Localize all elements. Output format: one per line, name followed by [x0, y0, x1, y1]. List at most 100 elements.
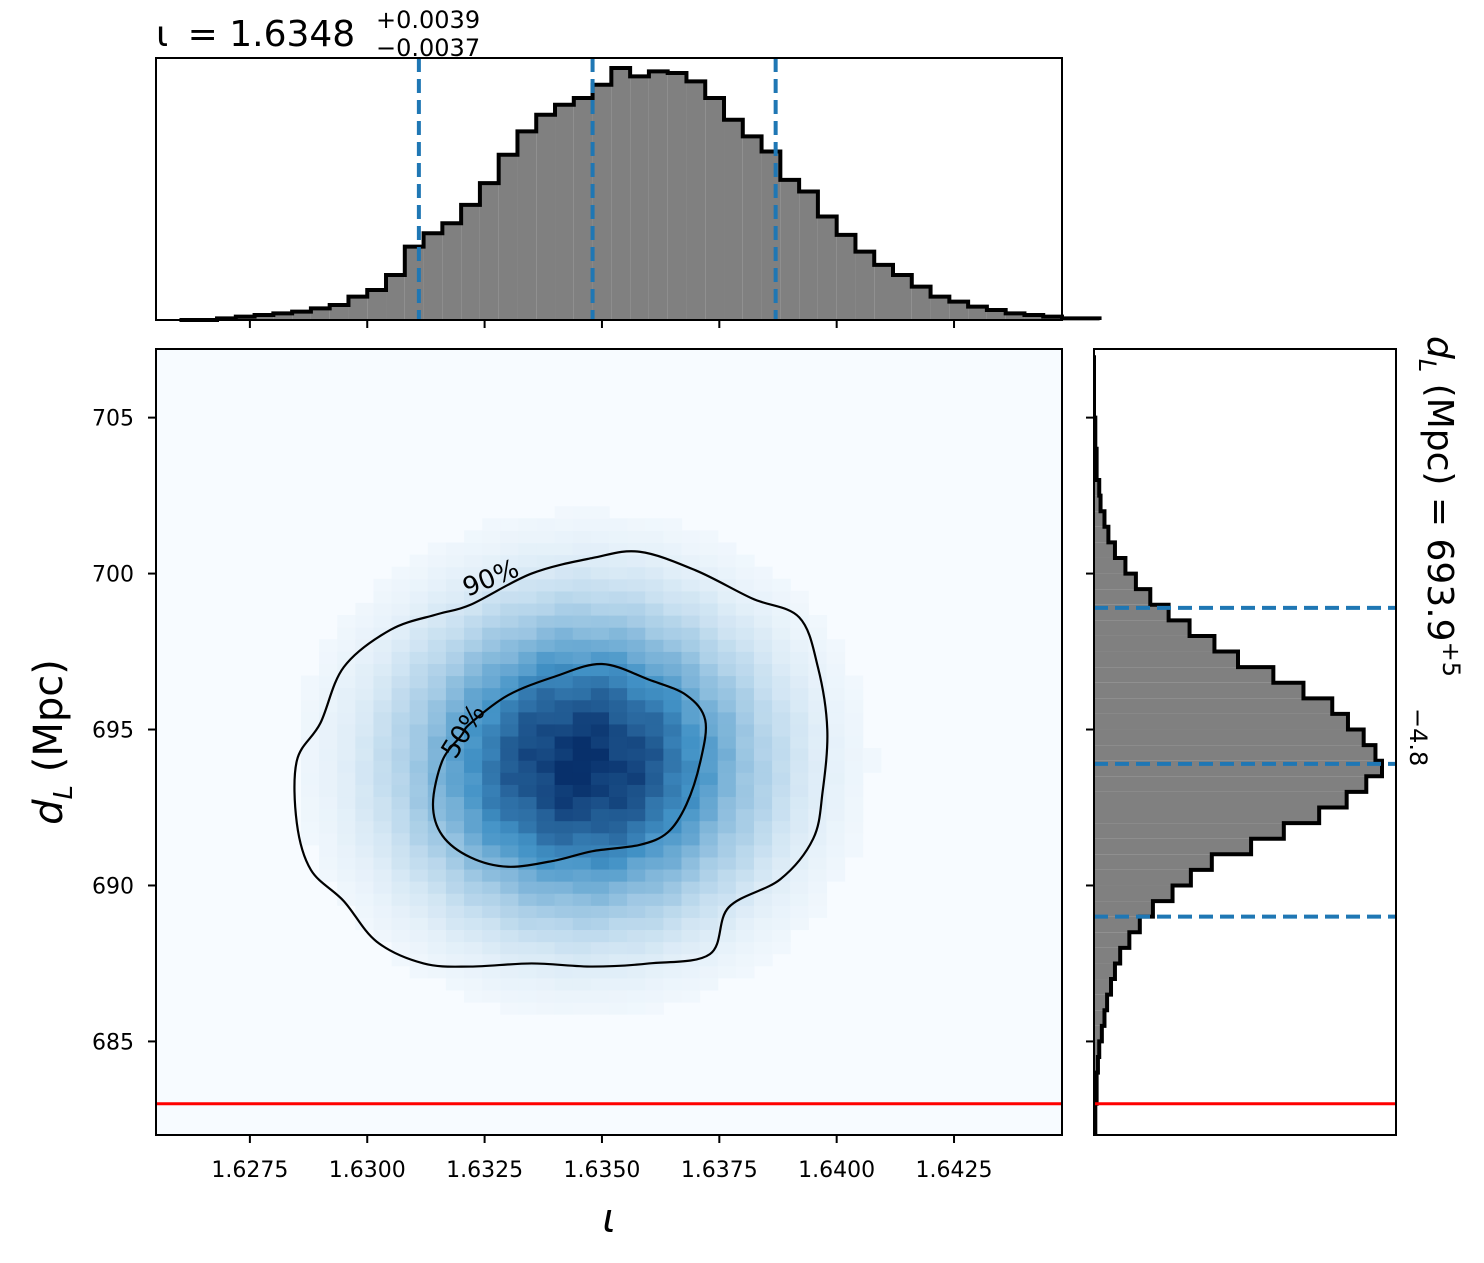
density-cell [681, 723, 701, 737]
density-cell [445, 856, 465, 870]
density-cell [518, 881, 538, 894]
density-cell [645, 977, 664, 991]
density-cell [681, 639, 701, 652]
density-cell [699, 844, 719, 858]
density-cell [536, 735, 556, 749]
density-cell [464, 615, 483, 628]
density-cell [482, 796, 501, 810]
density-cell [427, 651, 447, 664]
density-cell [355, 820, 375, 834]
density-cell [717, 615, 737, 628]
top-hist-bar [273, 313, 293, 320]
density-cell [355, 651, 375, 664]
right-histogram [1094, 355, 1384, 1135]
density-cell [464, 651, 483, 664]
density-cell [790, 748, 809, 761]
density-cell [355, 905, 375, 918]
density-cell [826, 808, 846, 822]
density-cell [572, 965, 592, 979]
density-cell [572, 639, 592, 652]
density-cell [645, 518, 664, 531]
density-cell [464, 965, 483, 979]
density-cell [590, 735, 610, 749]
density-cell [844, 748, 864, 761]
right-hist-bar [1094, 776, 1367, 792]
density-cell [500, 554, 519, 568]
density-cell [445, 627, 465, 640]
density-cell [427, 554, 447, 568]
density-cell [500, 615, 519, 628]
density-cell [554, 977, 574, 991]
density-cell [373, 735, 393, 749]
density-cell [699, 566, 719, 580]
density-cell [717, 965, 737, 979]
density-cell [464, 542, 483, 556]
density-cell [717, 566, 737, 580]
density-cell [355, 723, 375, 737]
density-cell [536, 530, 556, 544]
density-cell [482, 953, 501, 967]
density-cell [409, 868, 429, 882]
density-cell [464, 639, 483, 652]
density-cell [590, 602, 610, 616]
top-hist-bar [836, 234, 856, 320]
density-cell [536, 663, 556, 677]
density-cell [355, 748, 375, 761]
density-cell [482, 893, 501, 906]
density-cell [717, 868, 737, 882]
density-cell [753, 578, 773, 592]
density-cell [409, 554, 429, 568]
density-cell [681, 735, 701, 749]
density-cell [355, 868, 375, 882]
density-cell [300, 796, 320, 810]
density-cell [554, 796, 574, 810]
density-cell [355, 735, 375, 749]
density-cell [772, 723, 791, 737]
density-cell [627, 711, 646, 725]
density-cell [790, 784, 809, 798]
density-cell [409, 941, 429, 955]
density-cell [554, 651, 574, 664]
density-cell [445, 772, 465, 785]
density-cell [808, 832, 828, 846]
density-cell [300, 760, 320, 773]
density-cell [663, 844, 683, 858]
density-cell [482, 868, 501, 882]
density-cell [645, 820, 664, 834]
density-cell [772, 893, 791, 906]
density-cell [681, 905, 701, 918]
density-cell [355, 893, 375, 906]
density-cell [464, 808, 483, 822]
density-cell [609, 627, 628, 640]
density-cell [355, 615, 375, 628]
density-cell [319, 844, 338, 858]
density-cell [590, 881, 610, 894]
density-cell [826, 784, 846, 798]
density-cell [772, 772, 791, 785]
density-cell [445, 953, 465, 967]
density-cell [717, 663, 737, 677]
density-cell [391, 639, 411, 652]
density-cell [482, 687, 501, 701]
density-cell [500, 977, 519, 991]
density-cell [518, 627, 538, 640]
density-cell [627, 965, 646, 979]
density-cell [735, 868, 755, 882]
density-cell [826, 687, 846, 701]
density-cell [464, 760, 483, 773]
density-cell [645, 917, 664, 931]
density-cell [590, 941, 610, 955]
density-cell [645, 602, 664, 616]
density-cell [772, 832, 791, 846]
density-cell [518, 832, 538, 846]
density-cell [464, 530, 483, 544]
density-cell [427, 760, 447, 773]
y-axis-label-d: d [26, 799, 72, 825]
density-cell [427, 748, 447, 761]
density-cell [735, 615, 755, 628]
density-cell [464, 832, 483, 846]
density-cell [409, 881, 429, 894]
density-cell [373, 748, 393, 761]
density-cell [663, 953, 683, 967]
